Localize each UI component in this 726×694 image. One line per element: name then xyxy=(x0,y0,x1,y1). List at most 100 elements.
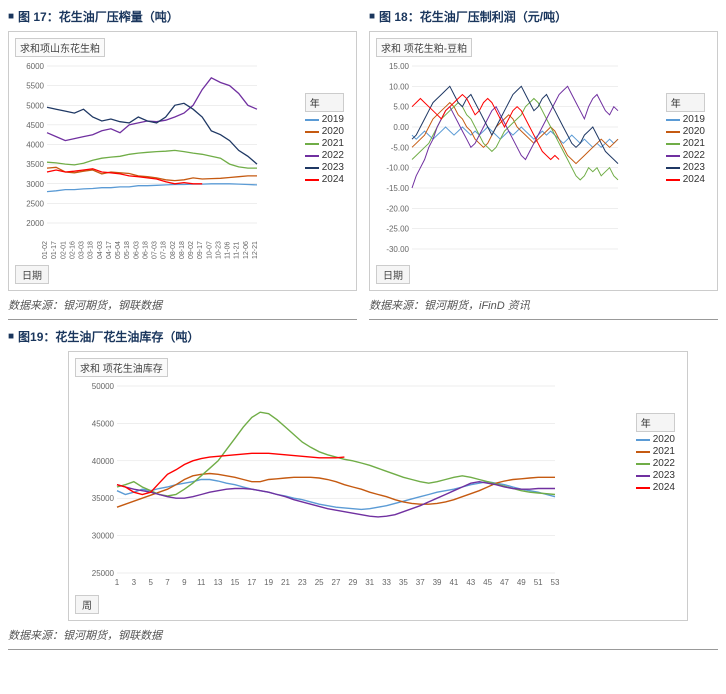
legend-item-2021[interactable]: 2021 xyxy=(636,446,675,457)
svg-text:-30.00: -30.00 xyxy=(386,245,409,254)
svg-text:08-18: 08-18 xyxy=(179,241,186,259)
svg-text:06-18: 06-18 xyxy=(142,241,149,259)
chart18-box: 求和 项花生粕-豆粕 -30.00 -25.00 -20.00 -15.00 -10.0… xyxy=(369,31,718,291)
svg-text:43: 43 xyxy=(466,578,475,587)
panel-chart18: 图 18：花生油厂压制利润（元/吨） 求和 项花生粕-豆粕 -30.00 -25.… xyxy=(369,8,718,320)
svg-text:25: 25 xyxy=(315,578,324,587)
svg-text:2500: 2500 xyxy=(26,199,44,208)
legend-item-2023[interactable]: 2023 xyxy=(666,162,705,173)
svg-text:03-03: 03-03 xyxy=(79,241,86,259)
chart18-svg: -30.00 -25.00 -20.00 -15.00 -10.00 -5.00 0.00 5… xyxy=(376,61,666,261)
chart17-xaxis-btn[interactable]: 日期 xyxy=(15,265,49,284)
chart18-xaxis-btn[interactable]: 日期 xyxy=(376,265,410,284)
legend-item-2021[interactable]: 2021 xyxy=(666,138,705,149)
legend-item-2022[interactable]: 2022 xyxy=(636,458,675,469)
chart19-xaxis-btn[interactable]: 周 xyxy=(75,595,99,614)
svg-text:35: 35 xyxy=(399,578,408,587)
svg-text:01-02: 01-02 xyxy=(42,241,49,259)
svg-text:-10.00: -10.00 xyxy=(386,164,409,173)
legend-item-2023[interactable]: 2023 xyxy=(305,162,344,173)
svg-text:05-18: 05-18 xyxy=(124,241,131,259)
svg-text:4000: 4000 xyxy=(26,141,44,150)
legend-header[interactable]: 年 xyxy=(305,93,344,112)
chart18-series-label: 求和 项花生粕-豆粕 xyxy=(376,38,472,57)
svg-text:3500: 3500 xyxy=(26,160,44,169)
svg-text:5500: 5500 xyxy=(26,82,44,91)
chart18-title: 图 18：花生油厂压制利润（元/吨） xyxy=(369,8,718,25)
svg-text:9: 9 xyxy=(182,578,187,587)
legend-item-2024[interactable]: 2024 xyxy=(305,174,344,185)
svg-text:09-17: 09-17 xyxy=(197,241,204,259)
svg-text:10-23: 10-23 xyxy=(215,241,222,259)
legend-item-2022[interactable]: 2022 xyxy=(666,150,705,161)
chart18-source: 数据来源：银河期货，iFinD 资讯 xyxy=(369,297,718,313)
svg-text:-20.00: -20.00 xyxy=(386,204,409,213)
svg-text:03-18: 03-18 xyxy=(88,241,95,259)
svg-text:13: 13 xyxy=(214,578,223,587)
panel-chart17: 图 17：花生油厂压榨量（吨） 求和项山东花生粕 200025003000350… xyxy=(8,8,357,320)
legend-header[interactable]: 年 xyxy=(666,93,705,112)
top-row: 图 17：花生油厂压榨量（吨） 求和项山东花生粕 200025003000350… xyxy=(8,8,718,320)
svg-text:50000: 50000 xyxy=(92,382,115,391)
svg-text:11-21: 11-21 xyxy=(234,242,241,259)
svg-text:02-16: 02-16 xyxy=(69,241,76,259)
svg-text:01-17: 01-17 xyxy=(51,241,58,259)
chart17-title: 图 17：花生油厂压榨量（吨） xyxy=(8,8,357,25)
svg-text:41: 41 xyxy=(449,578,458,587)
svg-text:12-21: 12-21 xyxy=(252,241,259,259)
legend-item-2024[interactable]: 2024 xyxy=(636,482,675,493)
legend-item-2024[interactable]: 2024 xyxy=(666,174,705,185)
svg-text:17: 17 xyxy=(247,578,256,587)
chart17-series-label: 求和项山东花生粕 xyxy=(15,38,105,57)
chart18-legend: 年 201920202021202220232024 xyxy=(664,91,707,188)
legend-item-2023[interactable]: 2023 xyxy=(636,470,675,481)
svg-text:45: 45 xyxy=(483,578,492,587)
legend-item-2020[interactable]: 2020 xyxy=(636,434,675,445)
svg-text:45000: 45000 xyxy=(92,419,115,428)
svg-text:07-03: 07-03 xyxy=(152,241,159,259)
svg-text:10-07: 10-07 xyxy=(206,241,213,259)
svg-text:7: 7 xyxy=(165,578,170,587)
svg-text:19: 19 xyxy=(264,578,273,587)
chart19-source: 数据来源：银河期货，钢联数据 xyxy=(8,627,718,643)
legend-item-2019[interactable]: 2019 xyxy=(666,114,705,125)
svg-text:11-06: 11-06 xyxy=(225,242,232,259)
svg-text:04-03: 04-03 xyxy=(97,241,104,259)
svg-text:5.00: 5.00 xyxy=(393,103,409,112)
legend-item-2019[interactable]: 2019 xyxy=(305,114,344,125)
svg-text:4500: 4500 xyxy=(26,121,44,130)
svg-text:-5.00: -5.00 xyxy=(391,143,410,152)
svg-text:10.00: 10.00 xyxy=(389,82,410,91)
legend-item-2021[interactable]: 2021 xyxy=(305,138,344,149)
panel-chart19: 图19：花生油厂花生油库存（吨） 求和 项花生油库存 2500030000350… xyxy=(8,328,718,650)
svg-text:-15.00: -15.00 xyxy=(386,184,409,193)
svg-text:15: 15 xyxy=(230,578,239,587)
svg-text:0.00: 0.00 xyxy=(393,123,409,132)
chart17-legend: 年 201920202021202220232024 xyxy=(303,91,346,188)
svg-text:11: 11 xyxy=(197,578,206,587)
legend-header[interactable]: 年 xyxy=(636,413,675,432)
svg-text:27: 27 xyxy=(332,578,341,587)
svg-text:2000: 2000 xyxy=(26,219,44,228)
svg-text:-25.00: -25.00 xyxy=(386,225,409,234)
svg-text:39: 39 xyxy=(433,578,442,587)
svg-text:35000: 35000 xyxy=(92,494,115,503)
legend-item-2020[interactable]: 2020 xyxy=(666,126,705,137)
svg-text:23: 23 xyxy=(298,578,307,587)
chart17-source: 数据来源：银河期货，钢联数据 xyxy=(8,297,357,313)
svg-text:51: 51 xyxy=(534,578,543,587)
legend-item-2022[interactable]: 2022 xyxy=(305,150,344,161)
svg-text:05-04: 05-04 xyxy=(115,241,122,259)
svg-text:29: 29 xyxy=(348,578,357,587)
svg-text:37: 37 xyxy=(416,578,425,587)
svg-text:33: 33 xyxy=(382,578,391,587)
svg-text:53: 53 xyxy=(551,578,560,587)
svg-text:08-02: 08-02 xyxy=(170,241,177,259)
svg-text:02-01: 02-01 xyxy=(60,241,67,259)
svg-text:31: 31 xyxy=(365,578,374,587)
svg-text:49: 49 xyxy=(517,578,526,587)
legend-item-2020[interactable]: 2020 xyxy=(305,126,344,137)
chart19-svg: 2500030000350004000045000500001357911131… xyxy=(75,381,615,591)
chart19-legend: 年 20202021202220232024 xyxy=(634,411,677,496)
svg-text:07-18: 07-18 xyxy=(161,241,168,259)
